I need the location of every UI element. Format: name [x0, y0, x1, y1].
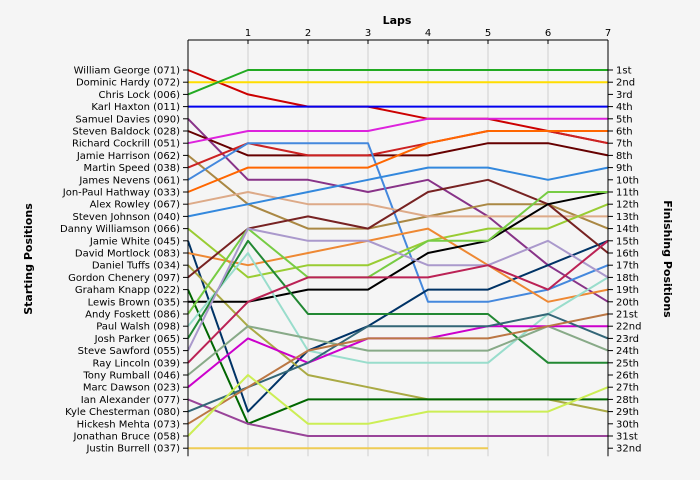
series-line-15: [187, 239, 609, 413]
start-position-label: Paul Walsh (098): [96, 322, 180, 333]
finish-position-label: 8th: [616, 151, 633, 162]
finish-position-label: 11th: [616, 188, 639, 199]
finish-position-label: 9th: [616, 163, 633, 174]
start-position-label: Andy Foskett (086): [85, 310, 180, 321]
x-tick-label: 2: [305, 28, 311, 39]
series-line-26: [187, 325, 609, 376]
start-position-label: Ray Lincoln (039): [93, 358, 181, 369]
finish-position-label: 29th: [616, 407, 639, 418]
finish-position-label: 21st: [616, 310, 638, 321]
series-line-16: [187, 227, 609, 303]
finish-position-label: 6th: [616, 127, 633, 138]
start-position-label: Jonathan Bruce (058): [73, 432, 181, 443]
start-position-label: Ian Alexander (077): [81, 395, 180, 406]
start-position-label: Steven Baldock (028): [72, 127, 180, 138]
start-position-label: Danny Williamson (066): [60, 224, 180, 235]
x-tick-label: 3: [365, 28, 371, 39]
finish-position-label: 25th: [616, 358, 639, 369]
start-position-label: Alex Rowley (067): [90, 200, 181, 211]
start-position-label: Marc Dawson (023): [83, 383, 180, 394]
finish-position-label: 1st: [616, 66, 632, 77]
series-line-5: [187, 118, 609, 303]
start-position-label: Josh Parker (065): [94, 334, 180, 345]
series-line-22: [187, 252, 609, 364]
finish-position-label: 20th: [616, 297, 639, 308]
start-position-label: Gordon Chenery (097): [68, 273, 180, 284]
series-line-13: [187, 166, 609, 218]
finish-position-label: 17th: [616, 261, 639, 272]
start-position-label: Hickesh Mehta (073): [77, 419, 180, 430]
start-position-label: Samuel Davies (090): [75, 114, 180, 125]
finish-position-label: 30th: [616, 419, 639, 430]
start-position-label: David Mortlock (083): [75, 249, 180, 260]
finish-position-label: 26th: [616, 371, 639, 382]
finish-position-label: 31st: [616, 432, 638, 443]
finish-position-label: 2nd: [616, 78, 635, 89]
start-position-label: Steve Sawford (055): [78, 346, 180, 357]
start-position-label: Tony Rumball (046): [82, 371, 180, 382]
start-position-label: Justin Burrell (037): [85, 444, 180, 455]
finish-position-label: 22nd: [616, 322, 641, 333]
finish-position-label: 13th: [616, 212, 639, 223]
finish-position-label: 19th: [616, 285, 639, 296]
series-line-3: [187, 69, 608, 96]
series-line-7: [187, 117, 608, 145]
x-tick-label: 7: [605, 28, 611, 39]
finish-position-label: 24th: [616, 346, 639, 357]
series-line-25: [187, 240, 609, 364]
start-position-label: Steven Johnson (040): [73, 212, 181, 223]
series-line-23: [187, 239, 608, 364]
finish-position-label: 10th: [616, 175, 639, 186]
x-tick-label: 1: [245, 28, 251, 39]
x-tick-label: 4: [425, 28, 431, 39]
series-line-20: [188, 191, 609, 303]
finish-position-label: 5th: [616, 114, 633, 125]
labels: William George (071)Dominic Hardy (072)C…: [60, 66, 641, 455]
series-lines: [187, 69, 609, 450]
finish-position-label: 28th: [616, 395, 639, 406]
chart-title: Laps: [383, 14, 412, 27]
start-position-label: Jamie Harrison (062): [76, 151, 180, 162]
start-position-label: William George (071): [74, 66, 180, 77]
start-position-label: Richard Cockrill (051): [72, 139, 180, 150]
finish-position-label: 14th: [616, 224, 639, 235]
start-position-label: Daniel Tuffs (034): [92, 261, 180, 272]
start-position-label: James Nevens (061): [78, 175, 180, 186]
start-position-label: Graham Knapp (022): [75, 285, 180, 296]
x-tick-label: 6: [545, 28, 551, 39]
series-line-24: [187, 227, 609, 352]
series-line-1: [187, 69, 609, 145]
finish-position-label: 3rd: [616, 90, 633, 101]
finish-position-label: 23rd: [616, 334, 639, 345]
start-position-label: Chris Lock (006): [99, 90, 181, 101]
finish-position-label: 15th: [616, 236, 639, 247]
start-position-label: Jon-Paul Hathway (033): [62, 188, 180, 199]
x-tick-label: 5: [485, 28, 491, 39]
finish-position-label: 18th: [616, 273, 639, 284]
finish-position-label: 4th: [616, 102, 633, 113]
y-axis-label-left: Starting Positions: [22, 203, 35, 315]
start-position-label: Kyle Chesterman (080): [65, 407, 180, 418]
start-position-label: Lewis Brown (035): [88, 297, 180, 308]
finish-position-label: 12th: [616, 200, 639, 211]
series-line-21: [187, 191, 608, 315]
series-line-30: [187, 313, 609, 425]
start-position-label: Karl Haxton (011): [91, 102, 180, 113]
start-position-label: Jamie White (045): [89, 236, 180, 247]
series-line-11: [187, 130, 608, 193]
series-line-28: [187, 398, 608, 437]
finish-position-label: 27th: [616, 383, 639, 394]
series-line-31: [187, 374, 609, 437]
series-line-19: [187, 289, 608, 425]
start-position-label: Dominic Hardy (072): [76, 78, 180, 89]
axes: 1 2 3 4 5 6 7: [183, 28, 613, 457]
finish-position-label: 32nd: [616, 444, 641, 455]
finish-position-label: 16th: [616, 249, 639, 260]
start-position-label: Martin Speed (038): [84, 163, 181, 174]
finish-position-label: 7th: [616, 139, 633, 150]
series-line-10: [187, 142, 609, 303]
y-axis-label-right: Finishing Positions: [661, 200, 674, 318]
